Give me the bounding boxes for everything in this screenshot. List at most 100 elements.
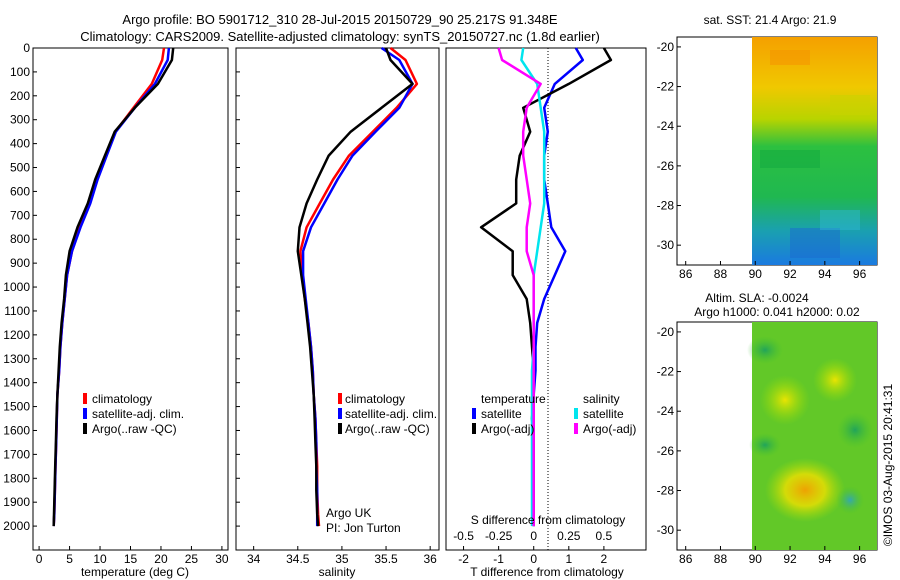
sla-low-blob: [749, 433, 781, 457]
legend-swatch-satellite-adj: [338, 408, 342, 419]
xtick-label: 30: [215, 552, 229, 566]
texture-patch: [760, 150, 820, 168]
xtick-label: 5: [66, 552, 73, 566]
ytick-label: 900: [10, 256, 30, 270]
difference-legend: temperature salinity satellite Argo(-adj…: [472, 392, 636, 436]
xtick-label: 94: [818, 552, 832, 566]
legend-swatch-satellite-adj: [83, 408, 87, 419]
difference-plot-frame: [445, 47, 647, 551]
salinity-xticks: 34 34.5 35 35.5 36: [247, 546, 437, 566]
top-xtick-label: -0.25: [485, 529, 513, 543]
ytick-label: -26: [657, 159, 675, 173]
texture-patch: [770, 50, 810, 65]
xtick-label: 0: [36, 552, 43, 566]
legend-label-sal-argo: Argo(-adj): [583, 422, 636, 436]
series-line-argo-raw-qc: [296, 47, 414, 527]
ytick-label: -28: [657, 484, 675, 498]
ytick-label: -30: [657, 238, 675, 252]
xtick-label: 1: [565, 552, 572, 566]
xtick-label: 92: [783, 267, 797, 281]
sst-map-xticks: 86 88 90 92 94 96: [679, 261, 867, 281]
xtick-label: -2: [458, 552, 469, 566]
salinity-legend: climatology satellite-adj. clim. Argo(..…: [338, 392, 437, 436]
salinity-yticks: [236, 47, 240, 527]
sst-map-panel: sat. SST: 21.4 Argo: 21.9 86 88 90 92 94 96 -…: [657, 13, 878, 281]
ytick-label: 700: [10, 208, 30, 222]
legend-label-temp-satellite: satellite: [481, 407, 522, 421]
temperature-legend: climatology satellite-adj. clim. Argo(..…: [83, 392, 184, 436]
ytick-label: 1000: [3, 280, 30, 294]
difference-xticks: -2 -1 0 1 2: [458, 546, 608, 566]
difference-xlabel: T difference from climatology: [470, 565, 624, 579]
sla-map-xticks: 86 88 90 92 94 96: [679, 546, 867, 566]
ytick-label: 300: [10, 113, 30, 127]
ytick-label: 500: [10, 161, 30, 175]
salinity-annotation-line2: PI: Jon Turton: [326, 521, 401, 535]
sla-map-yticks: -20 -22 -24 -26 -28 -30: [657, 325, 681, 537]
salinity-annotation-line1: Argo UK: [326, 506, 371, 520]
legend-label-temp-argo: Argo(-adj): [481, 422, 534, 436]
legend-swatch-climatology: [83, 393, 87, 404]
difference-top-xticks: -0.5 -0.25 0 0.25 0.5: [453, 529, 612, 543]
series-line-argo-adj: [497, 47, 542, 527]
sst-map-title: sat. SST: 21.4 Argo: 21.9: [704, 13, 837, 27]
xtick-label: 15: [124, 552, 138, 566]
top-xtick-label: 0.25: [557, 529, 581, 543]
ytick-label: 0: [23, 41, 30, 55]
ytick-label: 100: [10, 65, 30, 79]
top-xtick-label: 0: [530, 529, 537, 543]
ytick-label: -28: [657, 199, 675, 213]
xtick-label: 34: [247, 552, 261, 566]
legend-swatch-climatology: [338, 393, 342, 404]
xtick-label: 88: [714, 267, 728, 281]
ytick-label: 1200: [3, 328, 30, 342]
legend-header-temperature: temperature: [481, 392, 546, 406]
legend-label-satellite-adj: satellite-adj. clim.: [92, 407, 184, 421]
salinity-xlabel: salinity: [319, 565, 356, 579]
texture-patch: [830, 95, 870, 115]
ytick-label: 1300: [3, 352, 30, 366]
sla-map-title-line1: Altim. SLA: -0.0024: [705, 291, 809, 305]
sla-low-blob: [836, 486, 864, 514]
xtick-label: 94: [818, 267, 832, 281]
xtick-label: 20: [154, 552, 168, 566]
ytick-label: 200: [10, 89, 30, 103]
ytick-label: -30: [657, 523, 675, 537]
legend-swatch-argo: [338, 423, 342, 434]
difference-panel: -2 -1 0 1 2 -0.5 -0.25 0 0.25 0.5 S difference f…: [445, 47, 647, 579]
top-xtick-label: 0.5: [596, 529, 613, 543]
ytick-label: -24: [657, 119, 675, 133]
ytick-label: -20: [657, 40, 675, 54]
sst-map-yticks: -20 -22 -24 -26 -28 -30: [657, 40, 681, 252]
legend-header-salinity: salinity: [583, 392, 620, 406]
temperature-plot-frame: [32, 47, 229, 551]
legend-swatch-sal-satellite: [574, 408, 578, 419]
ytick-label: 800: [10, 232, 30, 246]
ytick-label: 1400: [3, 376, 30, 390]
figure-title-line1: Argo profile: BO 5901712_310 28-Jul-2015…: [122, 12, 557, 27]
sla-low-blob: [837, 412, 873, 448]
sla-high-blob: [765, 458, 845, 522]
ytick-label: -22: [657, 365, 675, 379]
ytick-label: 1500: [3, 400, 30, 414]
xtick-label: 10: [93, 552, 107, 566]
xtick-label: 0: [530, 552, 537, 566]
temperature-panel: 0100200300400500600700800900100011001200…: [3, 41, 229, 579]
legend-label-argo: Argo(..raw -QC): [345, 422, 430, 436]
legend-label-climatology: climatology: [92, 392, 152, 406]
credit-text: ©IMOS 03-Aug-2015 20:41:31: [881, 384, 895, 547]
ytick-label: 1100: [4, 304, 30, 318]
xtick-label: 90: [749, 267, 763, 281]
legend-swatch-sal-argo: [574, 423, 578, 434]
legend-label-argo: Argo(..raw -QC): [92, 422, 177, 436]
sla-low-blob: [747, 336, 783, 364]
xtick-label: 34.5: [286, 552, 310, 566]
ytick-label: 1600: [3, 423, 30, 437]
difference-lines: [479, 47, 613, 527]
salinity-plot-frame: [235, 47, 440, 551]
xtick-label: 88: [714, 552, 728, 566]
legend-swatch-temp-argo: [472, 423, 476, 434]
legend-label-sal-satellite: satellite: [583, 407, 624, 421]
ytick-label: 2000: [3, 519, 30, 533]
legend-swatch-temp-satellite: [472, 408, 476, 419]
